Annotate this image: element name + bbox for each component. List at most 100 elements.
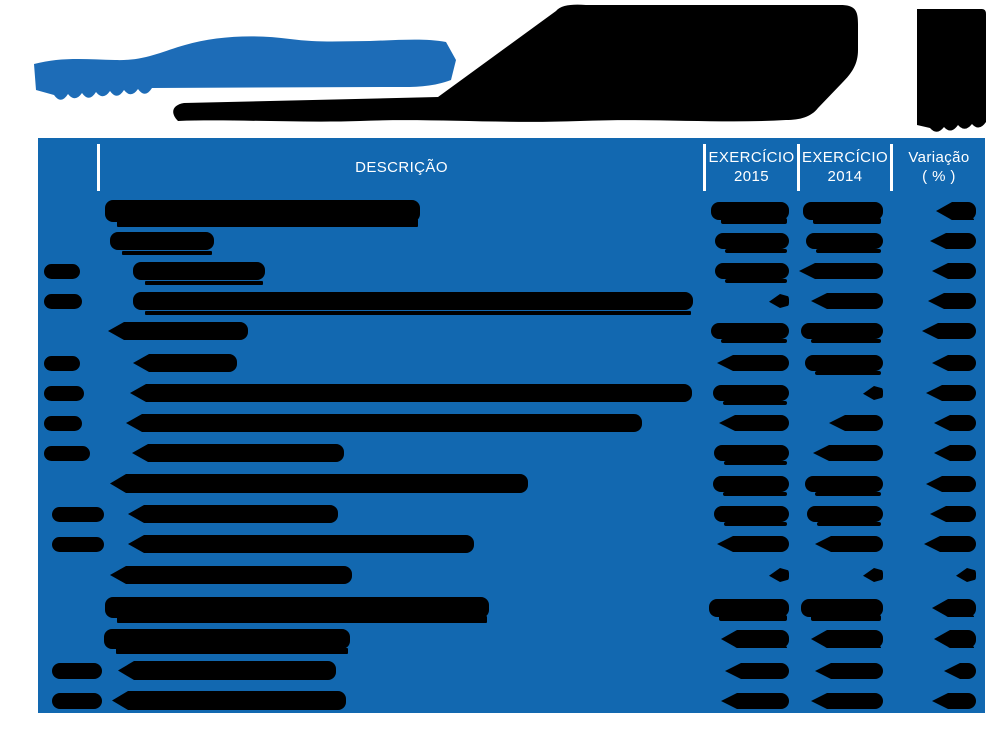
table-row bbox=[38, 414, 985, 432]
table-row bbox=[38, 262, 985, 280]
redacted-value-variacao bbox=[922, 323, 976, 339]
redacted-description bbox=[104, 629, 350, 649]
redacted-value-2015 bbox=[714, 445, 789, 461]
redacted-value-2014 bbox=[863, 568, 883, 582]
redacted-value-2014 bbox=[829, 415, 883, 431]
redacted-description bbox=[128, 535, 474, 553]
redacted-value-2014 bbox=[801, 599, 883, 617]
redacted-value-2015 bbox=[714, 506, 789, 522]
table-row bbox=[38, 691, 985, 710]
redacted-value-2015 bbox=[709, 599, 789, 617]
redacted-description bbox=[105, 200, 420, 222]
column-header-variacao: Variação ( % ) bbox=[893, 138, 985, 196]
redacted-description bbox=[128, 505, 338, 523]
redacted-value-2014 bbox=[813, 445, 883, 461]
redacted-value-variacao bbox=[936, 202, 976, 220]
redacted-description bbox=[118, 661, 336, 680]
redacted-account-code bbox=[44, 416, 82, 431]
redacted-value-2015 bbox=[715, 233, 789, 249]
redacted-description bbox=[133, 292, 693, 310]
redacted-value-variacao bbox=[956, 568, 976, 582]
redacted-value-2015 bbox=[721, 693, 789, 709]
column-header-exercicio-2014: EXERCÍCIO 2014 bbox=[800, 138, 890, 196]
redacted-description bbox=[108, 322, 248, 340]
redacted-value-2015 bbox=[719, 415, 789, 431]
redacted-description bbox=[105, 597, 489, 618]
redacted-value-2015 bbox=[769, 568, 789, 582]
redacted-value-variacao bbox=[932, 693, 976, 709]
column-separator bbox=[97, 144, 100, 191]
redacted-account-code bbox=[52, 507, 104, 522]
column-header-label: 2014 bbox=[827, 168, 863, 185]
redacted-value-2015 bbox=[769, 294, 789, 308]
redacted-account-code bbox=[44, 264, 80, 279]
table-row bbox=[38, 661, 985, 680]
redacted-value-2014 bbox=[806, 233, 883, 249]
redacted-value-2014 bbox=[811, 693, 883, 709]
table-row bbox=[38, 384, 985, 402]
column-separator bbox=[703, 144, 706, 191]
redacted-value-2015 bbox=[725, 663, 789, 679]
redacted-value-2015 bbox=[717, 536, 789, 552]
redacted-description bbox=[110, 474, 528, 493]
redacted-value-2014 bbox=[801, 323, 883, 339]
redacted-value-2014 bbox=[807, 506, 883, 522]
redacted-value-variacao bbox=[926, 385, 976, 401]
redacted-value-2014 bbox=[815, 536, 883, 552]
redacted-value-variacao bbox=[924, 536, 976, 552]
redacted-value-2014 bbox=[799, 263, 883, 279]
table-row bbox=[38, 474, 985, 493]
redacted-value-2014 bbox=[803, 202, 883, 220]
table-row bbox=[38, 292, 985, 310]
column-header-label: EXERCÍCIO bbox=[801, 149, 889, 166]
column-separator bbox=[890, 144, 893, 191]
redacted-value-variacao bbox=[932, 599, 976, 617]
table-row bbox=[38, 566, 985, 584]
table-row bbox=[38, 232, 985, 250]
redacted-value-2014 bbox=[811, 630, 883, 648]
redacted-title-block bbox=[173, 4, 858, 122]
table-row bbox=[38, 505, 985, 523]
redacted-description bbox=[110, 232, 214, 250]
redacted-value-variacao bbox=[930, 233, 976, 249]
redacted-account-code bbox=[52, 663, 102, 679]
redacted-account-code bbox=[44, 386, 84, 401]
redacted-value-variacao bbox=[932, 355, 976, 371]
redacted-value-variacao bbox=[928, 293, 976, 309]
redacted-value-variacao bbox=[930, 506, 976, 522]
redacted-value-2015 bbox=[717, 355, 789, 371]
column-header-label: Variação bbox=[908, 149, 970, 166]
redacted-value-2014 bbox=[805, 355, 883, 371]
redacted-value-variacao bbox=[934, 445, 976, 461]
table-row bbox=[38, 200, 985, 222]
column-header-label: ( % ) bbox=[922, 168, 956, 185]
redacted-value-2015 bbox=[715, 263, 789, 279]
table-row bbox=[38, 535, 985, 553]
redacted-description bbox=[126, 414, 642, 432]
redacted-description bbox=[130, 384, 692, 402]
redacted-value-2014 bbox=[805, 476, 883, 492]
table-row bbox=[38, 597, 985, 618]
redacted-value-variacao bbox=[934, 630, 976, 648]
table-row bbox=[38, 629, 985, 649]
column-separator bbox=[797, 144, 800, 191]
table-row bbox=[38, 354, 985, 372]
redacted-value-variacao bbox=[926, 476, 976, 492]
redacted-value-2014 bbox=[811, 293, 883, 309]
redacted-value-2015 bbox=[713, 476, 789, 492]
redacted-account-code bbox=[44, 356, 80, 371]
redacted-stamp-box bbox=[917, 9, 986, 132]
column-header-label: DESCRIÇÃO bbox=[355, 158, 448, 176]
redacted-value-2015 bbox=[721, 630, 789, 648]
redacted-description bbox=[133, 262, 265, 280]
report-table: DESCRIÇÃO EXERCÍCIO 2015 EXERCÍCIO 2014 … bbox=[38, 138, 985, 713]
redacted-description bbox=[133, 354, 237, 372]
redacted-value-2015 bbox=[713, 385, 789, 401]
header-art bbox=[34, 4, 986, 132]
redacted-value-variacao bbox=[934, 415, 976, 431]
column-header-exercicio-2015: EXERCÍCIO 2015 bbox=[706, 138, 797, 196]
redacted-account-code bbox=[44, 294, 82, 309]
redacted-description bbox=[110, 566, 352, 584]
redacted-value-2014 bbox=[815, 663, 883, 679]
